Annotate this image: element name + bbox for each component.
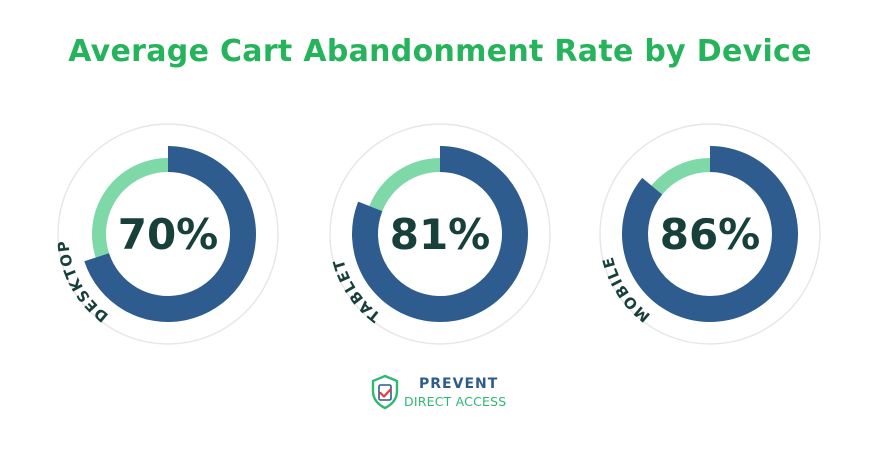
donut-remainder-mobile — [651, 158, 710, 195]
donut-remainder-desktop — [91, 158, 168, 258]
chart-title: Average Cart Abandonment Rate by Device — [68, 34, 812, 69]
donut-value-mobile — [622, 146, 798, 322]
donut-outer-ring — [57, 123, 279, 345]
donut-value-desktop — [84, 146, 256, 322]
logo-text-direct-access: DIRECT ACCESS — [404, 394, 507, 409]
donut-value-label: 81% — [390, 210, 491, 259]
shield-check-icon — [371, 374, 399, 410]
donut-remainder-tablet — [369, 158, 440, 212]
logo-text-prevent: PREVENT — [419, 376, 499, 392]
brand-logo: PREVENT DIRECT ACCESS — [370, 372, 520, 416]
donut-outer-ring — [599, 123, 821, 345]
donut-value-label: 86% — [660, 210, 761, 259]
donut-value-tablet — [351, 146, 528, 322]
donut-outer-ring — [329, 123, 551, 345]
donut-value-label: 70% — [118, 210, 219, 259]
